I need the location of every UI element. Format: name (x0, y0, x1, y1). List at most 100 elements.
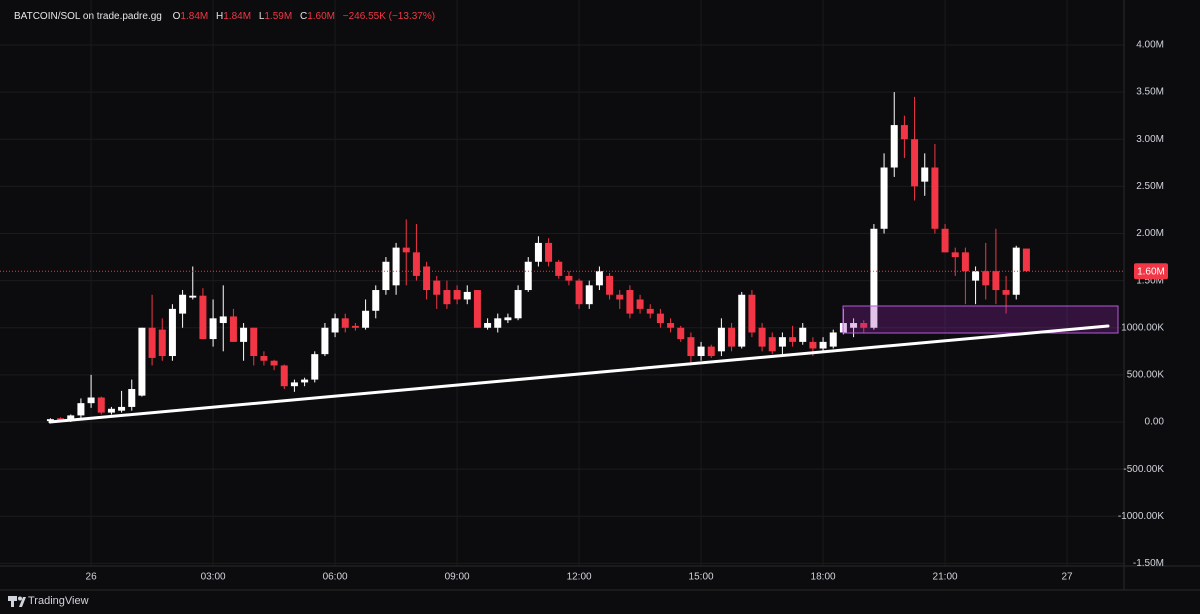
candle-body (321, 327, 329, 355)
logo-part (18, 596, 22, 601)
y-tick-label: 4.00M (1136, 40, 1164, 51)
candle-body (656, 313, 664, 324)
candle-body (809, 341, 817, 349)
candle-body (972, 271, 980, 281)
ohlc-value: 1.60M (307, 11, 335, 22)
ohlc-value: 1.59M (264, 11, 293, 22)
candle-body (402, 247, 410, 253)
candle-body (636, 299, 644, 309)
y-tick-label: 500.00K (1127, 370, 1165, 381)
candle-body (240, 327, 248, 342)
x-tick-label: 12:00 (567, 572, 592, 583)
candle-body (697, 346, 705, 357)
candle-body (890, 125, 898, 168)
brand-name: TradingView (28, 595, 89, 607)
candle-body (433, 280, 441, 295)
x-tick-label: 15:00 (689, 572, 714, 583)
candle-body (911, 139, 919, 187)
y-tick-label: 1000.00K (1121, 322, 1164, 333)
candle-body (514, 290, 522, 319)
candle-body (992, 271, 1000, 291)
candle-body (118, 406, 126, 411)
candle-body (362, 310, 370, 328)
x-tick-label: 21:00 (933, 572, 958, 583)
candle-body (494, 318, 502, 328)
y-tick-label: -500.00K (1123, 464, 1164, 475)
candle-body (799, 327, 807, 342)
candle-body (138, 327, 146, 396)
candle-body (331, 318, 339, 333)
y-tick-label: 2.50M (1136, 181, 1164, 192)
ohlc-label: O (172, 11, 181, 22)
candle-body (46, 419, 54, 422)
y-tick-label: 0.00 (1145, 417, 1165, 428)
candle-body (585, 285, 593, 305)
candle-body (463, 291, 471, 300)
candle-body (595, 271, 603, 286)
candle-body (209, 318, 217, 340)
candle-body (189, 295, 197, 298)
candle-body (748, 294, 756, 333)
candle-body (67, 415, 75, 421)
candle-body (179, 294, 187, 314)
logo-part (19, 597, 26, 607)
candle-body (606, 275, 614, 295)
x-tick-label: 18:00 (811, 572, 836, 583)
candle-body (351, 325, 359, 328)
candle-body (646, 308, 654, 314)
candle-body (453, 290, 461, 300)
x-tick-label: 27 (1062, 572, 1074, 583)
candle-body (829, 332, 837, 347)
ohlc-label: L (258, 11, 265, 22)
candle-body (250, 327, 258, 357)
candle-body (229, 316, 237, 342)
candle-body (707, 346, 715, 357)
ohlc-value: 1.84M (180, 11, 209, 22)
candle-body (545, 242, 553, 262)
candle-body (931, 167, 939, 229)
candle-body (219, 316, 227, 324)
candle-body (443, 290, 451, 305)
candle-body (687, 337, 695, 357)
candle-body (900, 125, 908, 140)
candle-body (128, 389, 136, 407)
candle-body (982, 271, 990, 286)
candle-body (77, 403, 85, 416)
change: −246.55K (−13.37%) (342, 11, 436, 22)
candle-body (616, 294, 624, 300)
brand-logo (8, 596, 26, 607)
candle-body (778, 337, 786, 347)
candle-body (768, 337, 776, 352)
candle-body (87, 397, 95, 404)
candle-body (148, 327, 156, 358)
symbol: BATCOIN/SOL on trade.padre.gg (14, 11, 162, 22)
y-tick-label: -1000.00K (1118, 511, 1164, 522)
candle-body (860, 323, 868, 328)
candle-body (626, 290, 634, 314)
y-tick-label: 1.50M (1136, 275, 1164, 286)
candle-body (951, 252, 959, 258)
x-tick-label: 09:00 (445, 572, 470, 583)
candle-body (850, 323, 858, 328)
y-tick-label: 2.00M (1136, 228, 1164, 239)
candle-body (158, 329, 166, 357)
candle-body (107, 408, 115, 413)
ohlc-value: 1.84M (223, 11, 252, 22)
candle-body (484, 323, 492, 328)
last-price-label: 1.60M (1137, 266, 1165, 277)
candles (46, 92, 1030, 423)
candle-body (575, 280, 583, 305)
candle-body (168, 308, 176, 357)
candle-body (534, 242, 542, 262)
candle-body (941, 228, 949, 253)
ohlc-label: C (299, 11, 308, 22)
candle-body (717, 327, 725, 352)
candle-body (280, 365, 288, 387)
logo-part (11, 596, 14, 607)
candle-body (412, 252, 420, 276)
candle-body (392, 247, 400, 286)
candle-body (311, 354, 319, 380)
candle-body (921, 167, 929, 182)
candle-body (423, 266, 431, 291)
y-tick-label: 3.50M (1136, 87, 1164, 98)
